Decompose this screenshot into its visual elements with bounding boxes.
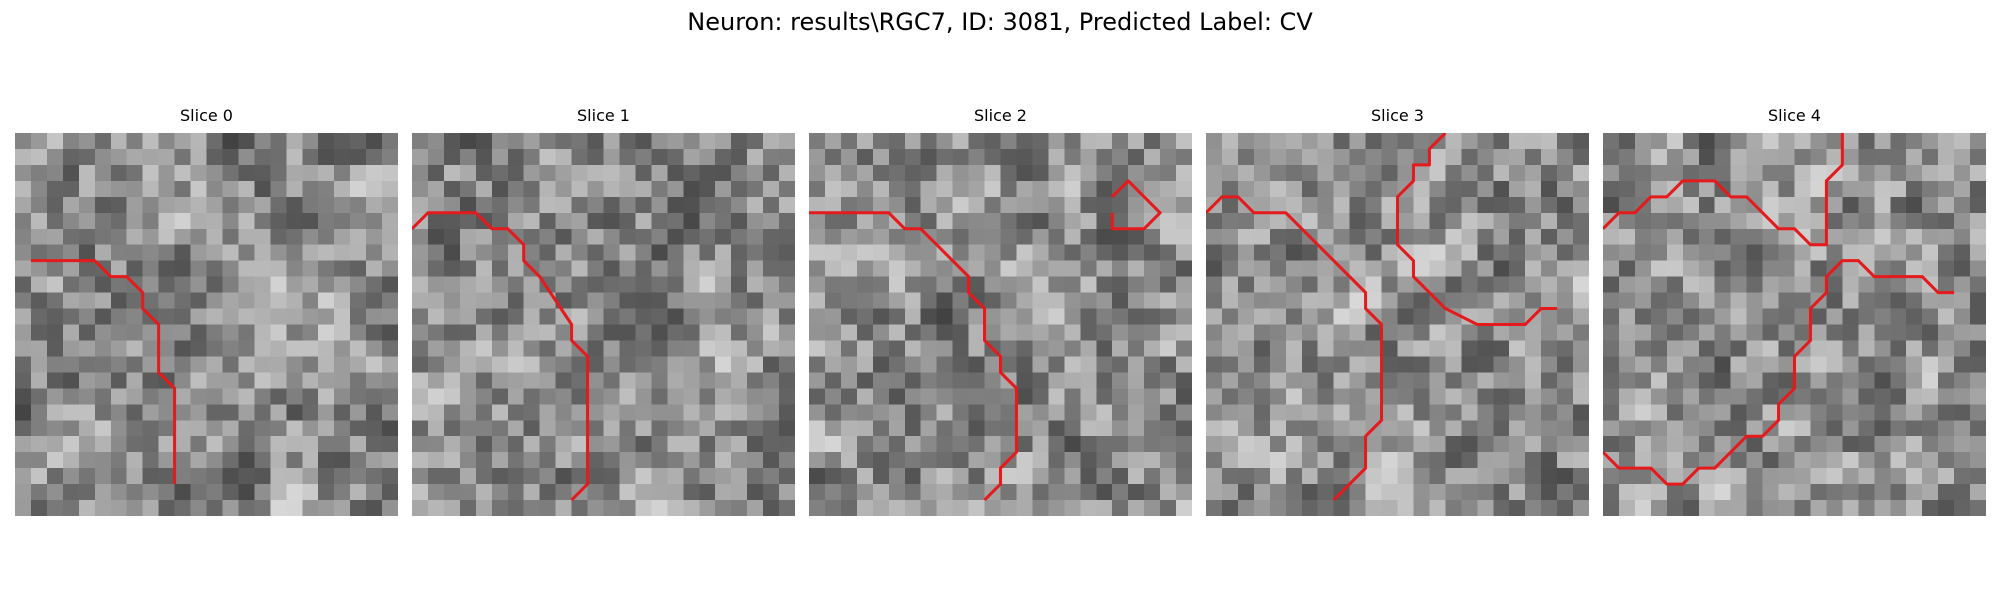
slice-panel: Slice 3 xyxy=(1206,106,1589,516)
slice-image xyxy=(1603,133,1986,516)
contour-overlay xyxy=(412,211,590,502)
grayscale-patch xyxy=(15,133,398,516)
contour-overlay xyxy=(1206,133,1558,502)
contour-line xyxy=(1110,179,1162,231)
contour-line xyxy=(1206,195,1384,502)
contour-line xyxy=(1603,133,1844,247)
grayscale-patch xyxy=(412,133,795,516)
contour-overlay xyxy=(30,259,177,485)
slice-title: Slice 4 xyxy=(1768,106,1821,125)
slice-title: Slice 2 xyxy=(974,106,1027,125)
contour-line xyxy=(1395,133,1558,327)
figure-title: Neuron: results\RGC7, ID: 3081, Predicte… xyxy=(687,8,1313,36)
contour-line xyxy=(1603,259,1955,486)
slice-panel: Slice 1 xyxy=(412,106,795,516)
slice-title: Slice 3 xyxy=(1371,106,1424,125)
contour-line xyxy=(412,211,590,502)
slice-image xyxy=(15,133,398,516)
contour-line xyxy=(809,211,1018,502)
contour-overlay xyxy=(809,179,1162,502)
slice-image xyxy=(809,133,1192,516)
slice-image xyxy=(412,133,795,516)
slice-panel: Slice 2 xyxy=(809,106,1192,516)
slice-title: Slice 1 xyxy=(577,106,630,125)
contour-line xyxy=(30,259,177,485)
contour-overlay xyxy=(1603,133,1955,486)
grayscale-patch xyxy=(809,133,1192,516)
slice-panel: Slice 4 xyxy=(1603,106,1986,516)
slice-panel: Slice 0 xyxy=(15,106,398,516)
slice-title: Slice 0 xyxy=(180,106,233,125)
slice-image xyxy=(1206,133,1589,516)
